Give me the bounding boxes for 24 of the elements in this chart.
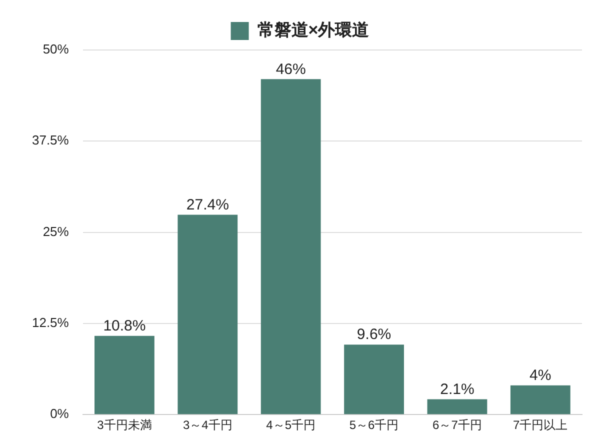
data-label: 4%: [530, 367, 552, 384]
bar: [510, 385, 570, 414]
bar: [94, 336, 154, 414]
y-tick-label: 12.5%: [32, 315, 70, 330]
y-tick-label: 25%: [42, 224, 70, 239]
bar: [260, 79, 321, 414]
bar: [178, 214, 238, 414]
x-tick-label: 6～7千円: [432, 418, 482, 432]
y-tick-label: 37.5%: [32, 132, 70, 148]
data-label: 27.4%: [186, 196, 229, 214]
legend-label: 常磐道×外環道: [257, 20, 370, 40]
data-label: 46%: [276, 60, 306, 78]
bar: [344, 344, 404, 414]
x-tick-label: 3～4千円: [182, 418, 232, 432]
x-tick-label: 4～5千円: [266, 418, 316, 432]
x-tick-label: 7千円以上: [513, 418, 568, 432]
y-tick-label: 0%: [50, 406, 70, 422]
x-tick-label: 5～6千円: [349, 418, 399, 432]
data-label: 10.8%: [103, 317, 146, 334]
data-label: 9.6%: [356, 326, 392, 344]
data-label: 2.1%: [440, 380, 474, 398]
bar: [427, 399, 488, 414]
x-tick-label: 3千円未満: [97, 418, 152, 432]
y-tick-label: 50%: [42, 42, 70, 57]
